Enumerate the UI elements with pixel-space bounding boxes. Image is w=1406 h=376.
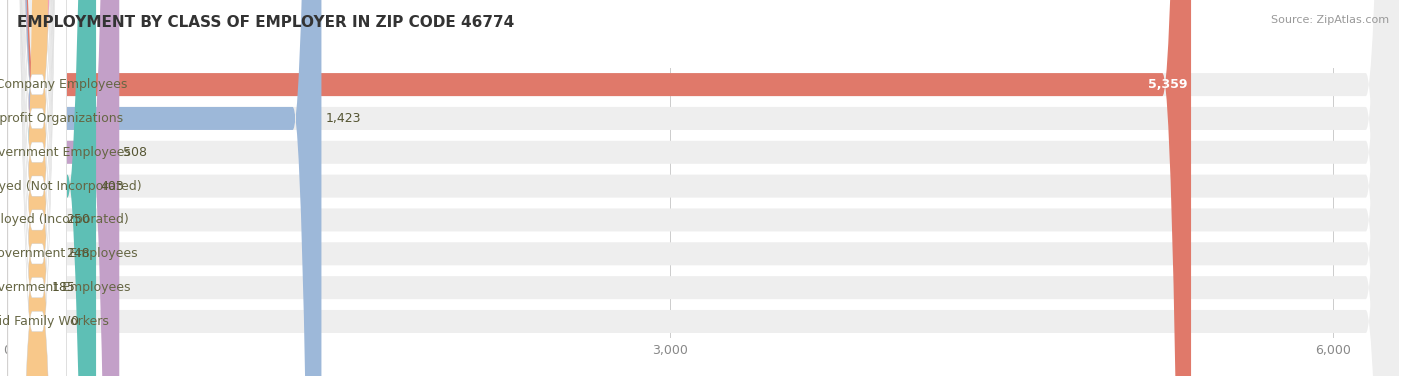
FancyBboxPatch shape	[7, 0, 1191, 376]
FancyBboxPatch shape	[8, 0, 66, 376]
FancyBboxPatch shape	[8, 0, 66, 376]
Text: Unpaid Family Workers: Unpaid Family Workers	[0, 315, 108, 328]
FancyBboxPatch shape	[8, 0, 66, 376]
Text: 250: 250	[66, 214, 90, 226]
FancyBboxPatch shape	[8, 0, 66, 376]
Text: Not-for-profit Organizations: Not-for-profit Organizations	[0, 112, 122, 125]
FancyBboxPatch shape	[7, 0, 48, 376]
Text: 403: 403	[100, 180, 124, 193]
FancyBboxPatch shape	[8, 0, 66, 376]
FancyBboxPatch shape	[7, 0, 120, 376]
Text: Private Company Employees: Private Company Employees	[0, 78, 127, 91]
Text: Local Government Employees: Local Government Employees	[0, 146, 131, 159]
FancyBboxPatch shape	[7, 0, 1399, 376]
Text: Source: ZipAtlas.com: Source: ZipAtlas.com	[1271, 15, 1389, 25]
Text: State Government Employees: State Government Employees	[0, 281, 131, 294]
FancyBboxPatch shape	[7, 0, 1399, 376]
Text: 0: 0	[70, 315, 79, 328]
FancyBboxPatch shape	[7, 0, 1399, 376]
FancyBboxPatch shape	[7, 0, 1399, 376]
FancyBboxPatch shape	[7, 0, 62, 376]
Text: 1,423: 1,423	[325, 112, 361, 125]
FancyBboxPatch shape	[7, 0, 62, 376]
Text: 185: 185	[52, 281, 76, 294]
FancyBboxPatch shape	[7, 0, 1399, 376]
FancyBboxPatch shape	[7, 0, 1399, 376]
Text: 248: 248	[66, 247, 90, 260]
FancyBboxPatch shape	[7, 0, 96, 376]
Text: Self-Employed (Not Incorporated): Self-Employed (Not Incorporated)	[0, 180, 142, 193]
Text: 5,359: 5,359	[1147, 78, 1187, 91]
FancyBboxPatch shape	[8, 0, 66, 376]
FancyBboxPatch shape	[7, 0, 1399, 376]
Text: Self-Employed (Incorporated): Self-Employed (Incorporated)	[0, 214, 129, 226]
Text: EMPLOYMENT BY CLASS OF EMPLOYER IN ZIP CODE 46774: EMPLOYMENT BY CLASS OF EMPLOYER IN ZIP C…	[17, 15, 515, 30]
Text: 508: 508	[124, 146, 148, 159]
FancyBboxPatch shape	[8, 0, 66, 376]
Text: Federal Government Employees: Federal Government Employees	[0, 247, 138, 260]
FancyBboxPatch shape	[7, 0, 322, 376]
FancyBboxPatch shape	[8, 0, 66, 376]
FancyBboxPatch shape	[7, 0, 1399, 376]
